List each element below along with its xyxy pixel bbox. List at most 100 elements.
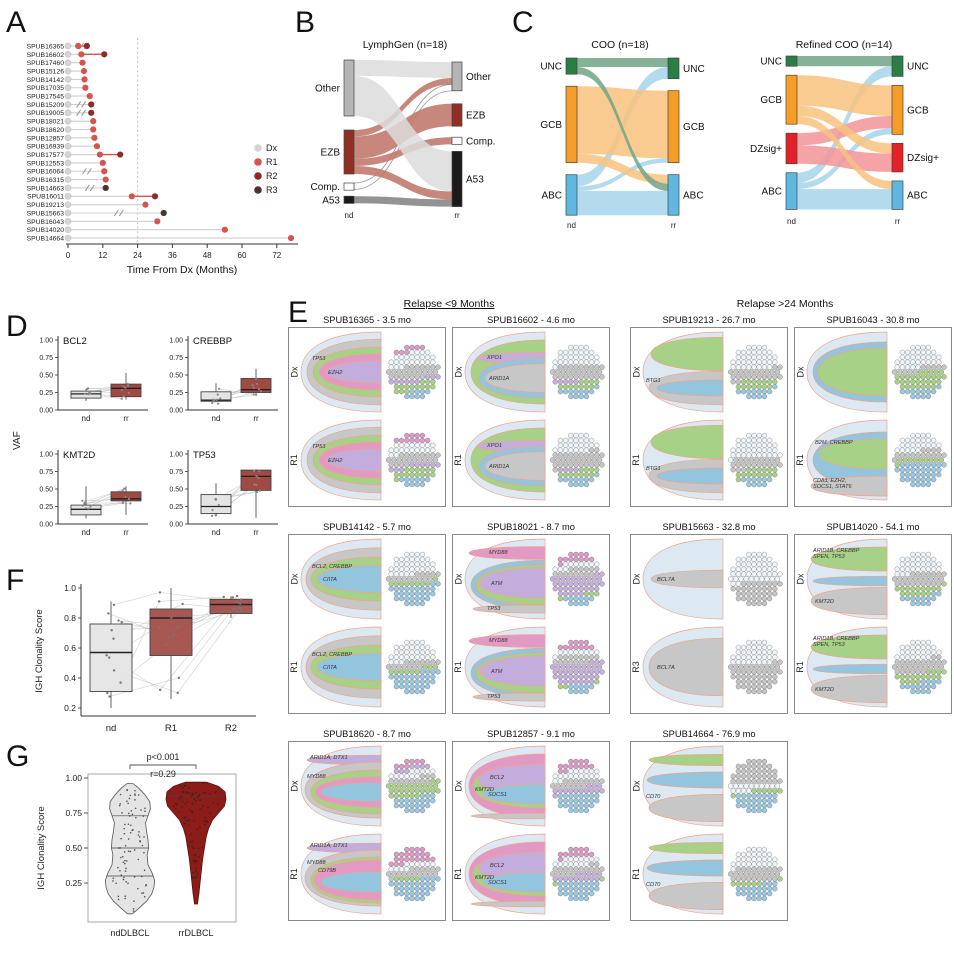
svg-text:0.25: 0.25 [39, 504, 53, 511]
timepoint-label: R1 [289, 454, 300, 466]
svg-text:0.50: 0.50 [39, 373, 53, 380]
svg-text:SPUB18021: SPUB18021 [27, 119, 65, 126]
svg-text:0.75: 0.75 [169, 355, 183, 362]
clone-cluster [727, 344, 783, 400]
svg-text:ARID1B, CREBBP: ARID1B, CREBBP [812, 548, 860, 554]
svg-text:UNC: UNC [683, 64, 705, 75]
clone-cluster [549, 432, 605, 488]
patient-row-SPUB15663: SPUB15663 [27, 209, 167, 217]
svg-text:UNC: UNC [760, 57, 782, 68]
svg-text:ARID1A, DTX1: ARID1A, DTX1 [309, 843, 348, 849]
svg-text:R1: R1 [165, 723, 177, 734]
clone-cluster [385, 639, 441, 695]
fishplot: XPO1 ARID1A [464, 331, 546, 413]
svg-text:ABC: ABC [683, 190, 704, 201]
svg-text:0.00: 0.00 [169, 522, 183, 529]
violin-ndDLBCL [104, 783, 156, 915]
svg-text:BCL2, CREBBP: BCL2, CREBBP [312, 564, 352, 570]
svg-text:GCB: GCB [540, 120, 562, 131]
timepoint-label: Dx [289, 780, 299, 792]
clone-cluster [727, 639, 783, 695]
vaf-boxplots: 0.00 0.25 0.50 0.75 1.00 BCL2 nd rr 0.00 0.25 0.50… [39, 336, 278, 537]
svg-text:KMT2D: KMT2D [475, 787, 494, 793]
svg-text:SPUB17035: SPUB17035 [27, 85, 65, 92]
svg-text:GCB: GCB [907, 105, 929, 116]
fishplot: MYD88 ATM TP53 [464, 538, 546, 620]
violin-rrDLBCL [165, 781, 227, 905]
clone-cluster [727, 758, 783, 814]
svg-text:0.50: 0.50 [169, 373, 183, 380]
svg-text:SPUB15663: SPUB15663 [27, 210, 65, 217]
svg-text:XPO1: XPO1 [486, 355, 502, 361]
svg-text:rr: rr [253, 414, 259, 423]
fish-card-title: SPUB16043 - 30.8 mo [826, 315, 920, 325]
clone-cluster [385, 758, 441, 814]
svg-text:SPEN, TP53: SPEN, TP53 [813, 554, 846, 560]
fish-card-SPUB14664: SPUB14664 - 76.9 mo Dx CD70 R1 CD70 [630, 728, 794, 921]
panel-b-label: B [295, 6, 316, 39]
vaf-box-BCL2: 0.00 0.25 0.50 0.75 1.00 BCL2 nd rr [39, 336, 148, 423]
fishplot: BCL7A [642, 538, 724, 620]
svg-text:CD79B: CD79B [318, 868, 336, 874]
svg-text:24: 24 [133, 251, 142, 260]
svg-text:0.50: 0.50 [65, 843, 82, 853]
timepoint-label: Dx [453, 780, 463, 792]
svg-text:1.00: 1.00 [39, 338, 53, 345]
timepoint-label: Dx [631, 573, 641, 585]
svg-text:nd: nd [106, 723, 117, 734]
svg-text:60: 60 [238, 251, 247, 260]
clone-cluster [891, 639, 947, 695]
patient-row-SPUB14142: SPUB14142 [27, 76, 88, 84]
svg-text:12: 12 [98, 251, 107, 260]
svg-text:CD70: CD70 [646, 794, 661, 800]
svg-text:UNC: UNC [540, 62, 562, 73]
svg-text:nd: nd [787, 217, 796, 226]
svg-text:DZsig+: DZsig+ [750, 144, 782, 155]
svg-text:0.2: 0.2 [64, 703, 76, 713]
fishplot [806, 331, 888, 413]
svg-text:0.75: 0.75 [169, 469, 183, 476]
clone-cluster [891, 432, 947, 488]
clone-cluster [727, 551, 783, 607]
timepoint-label: Dx [453, 573, 463, 585]
clone-cluster [549, 639, 605, 695]
fishplot: CD70 [642, 833, 724, 915]
svg-text:SPEN, TP53: SPEN, TP53 [813, 642, 846, 648]
patient-row-SPUB17577: SPUB17577 [27, 151, 124, 159]
fish-card-SPUB18620: SPUB18620 - 8.7 mo Dx ARID1A, DTX1 MYD88 R1 A… [288, 728, 452, 921]
fishplot: B2M, CREBBP CD83, EZH2,SOCS1, STAT6 [806, 419, 888, 501]
svg-text:rr: rr [671, 221, 677, 230]
timepoint-label: Dx [795, 573, 805, 585]
svg-text:SPUB16315: SPUB16315 [27, 177, 65, 184]
svg-text:CD70: CD70 [646, 882, 661, 888]
svg-text:BCL2, CREBBP: BCL2, CREBBP [312, 652, 352, 658]
patient-row-SPUB14020: SPUB14020 [27, 226, 228, 234]
svg-text:ARID1B, CREBBP: ARID1B, CREBBP [812, 636, 860, 642]
fishplot: ARID1A, DTX1 MYD88 [300, 745, 382, 827]
svg-text:0.4: 0.4 [64, 673, 76, 683]
svg-text:0: 0 [66, 251, 71, 260]
svg-text:SPUB17577: SPUB17577 [27, 152, 65, 159]
svg-text:LymphGen (n=18): LymphGen (n=18) [363, 39, 448, 51]
svg-text:ARID1A: ARID1A [488, 464, 509, 470]
svg-text:ndDLBCL: ndDLBCL [110, 928, 149, 938]
clone-cluster [549, 758, 605, 814]
svg-text:72: 72 [272, 251, 281, 260]
fish-card-title: SPUB16365 - 3.5 mo [323, 315, 411, 325]
svg-text:SPUB16043: SPUB16043 [27, 219, 65, 226]
svg-text:rrDLBCL: rrDLBCL [178, 928, 213, 938]
svg-text:ATM: ATM [490, 669, 503, 675]
svg-text:R2: R2 [266, 171, 278, 181]
svg-text:ABC: ABC [541, 190, 562, 201]
panel-g-label: G [6, 740, 30, 773]
svg-text:nd: nd [82, 528, 91, 537]
svg-text:0.75: 0.75 [39, 355, 53, 362]
svg-text:ARID1A, DTX1: ARID1A, DTX1 [309, 755, 348, 761]
svg-text:Comp.: Comp. [466, 136, 495, 147]
fish-card-SPUB16043: SPUB16043 - 30.8 mo Dx R1 B2M, CREBBP CD83, … [794, 314, 954, 507]
svg-text:ATM: ATM [490, 581, 503, 587]
timepoint-label: Dx [795, 366, 805, 378]
